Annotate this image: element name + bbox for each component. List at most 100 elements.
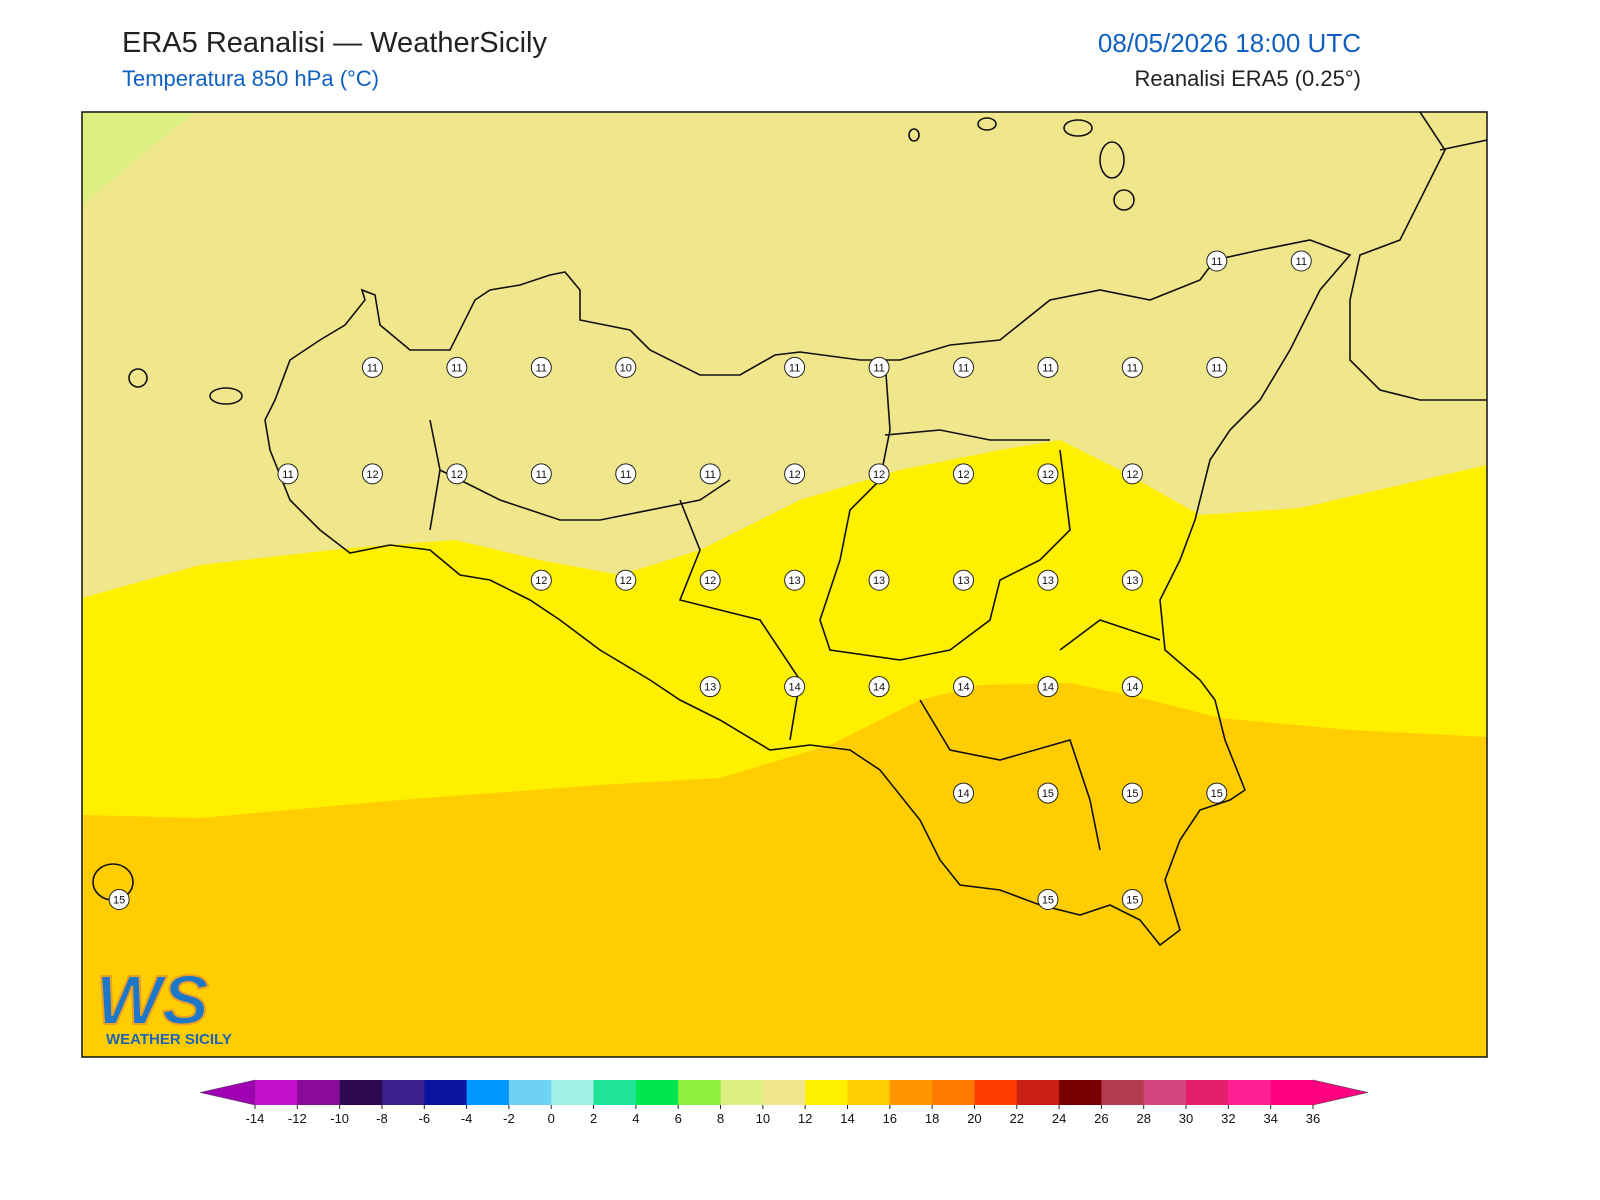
station-value: 13 bbox=[1042, 575, 1054, 587]
colorbar-bin bbox=[1228, 1080, 1272, 1105]
station-marker bbox=[868, 569, 890, 591]
station-marker bbox=[277, 463, 299, 485]
colorbar-tick-label: 0 bbox=[548, 1111, 555, 1126]
colorbar-tick-label: 36 bbox=[1306, 1111, 1320, 1126]
station-marker bbox=[108, 889, 130, 910]
station-marker bbox=[530, 463, 552, 485]
colorbar-tick-label: 30 bbox=[1179, 1111, 1193, 1126]
colorbar-tick-label: 18 bbox=[925, 1111, 939, 1126]
station-marker bbox=[868, 356, 890, 378]
station-marker bbox=[784, 356, 806, 378]
map bbox=[82, 112, 1487, 1057]
station-marker bbox=[530, 569, 552, 591]
station-marker bbox=[615, 463, 637, 485]
station-value: 15 bbox=[1211, 788, 1223, 800]
station-value: 12 bbox=[1126, 469, 1138, 481]
station-value: 15 bbox=[1042, 788, 1054, 800]
colorbar-tick-label: 16 bbox=[883, 1111, 897, 1126]
station-marker bbox=[1037, 356, 1059, 378]
station-marker bbox=[1121, 356, 1143, 378]
station-value: 12 bbox=[1042, 469, 1054, 481]
colorbar: -14 -12 -10 -8 -6 -4 -2 0 2 4 6 8 10 12 14 16 18 20 22 24 26… bbox=[199, 1079, 1369, 1126]
station-marker bbox=[868, 463, 890, 485]
colorbar-bin bbox=[381, 1080, 425, 1105]
colorbar-bin bbox=[593, 1080, 637, 1105]
station-marker bbox=[446, 463, 468, 485]
station-value: 11 bbox=[536, 362, 547, 374]
station-marker bbox=[1121, 782, 1143, 804]
colorbar-bin bbox=[932, 1080, 975, 1105]
island bbox=[1099, 141, 1125, 179]
island bbox=[1063, 119, 1093, 137]
station-value: 12 bbox=[873, 469, 885, 481]
station-value: 11 bbox=[789, 362, 800, 374]
colorbar-bin bbox=[339, 1080, 383, 1105]
island bbox=[977, 117, 997, 131]
colorbar-bin bbox=[847, 1080, 891, 1105]
colorbar-tick-label: -12 bbox=[288, 1111, 307, 1126]
station-value: 15 bbox=[1126, 788, 1138, 800]
colorbar-bin bbox=[1016, 1080, 1060, 1105]
station-marker bbox=[699, 569, 721, 591]
station-value: 11 bbox=[1127, 362, 1138, 374]
station-value: 15 bbox=[113, 895, 125, 907]
colorbar-bin bbox=[635, 1080, 679, 1105]
station-marker bbox=[1037, 889, 1059, 910]
station-marker bbox=[1121, 569, 1143, 591]
station-value: 10 bbox=[620, 362, 632, 374]
colorbar-bin bbox=[255, 1080, 298, 1105]
colorbar-bin bbox=[720, 1080, 764, 1105]
colorbar-tick-label: -10 bbox=[330, 1111, 349, 1126]
station-marker bbox=[784, 676, 806, 698]
colorbar-tick-label: 34 bbox=[1263, 1111, 1277, 1126]
station-value: 12 bbox=[620, 575, 632, 587]
station-value: 15 bbox=[1042, 895, 1054, 907]
title: ERA5 Reanalisi — WeatherSicily bbox=[122, 27, 547, 59]
station-marker bbox=[615, 569, 637, 591]
station-value: 14 bbox=[789, 682, 801, 694]
island bbox=[128, 368, 148, 388]
station-marker bbox=[1121, 463, 1143, 485]
station-value: 12 bbox=[957, 469, 969, 481]
colorbar-bin bbox=[762, 1080, 806, 1105]
colorbar-tick-label: 22 bbox=[1010, 1111, 1024, 1126]
station-marker bbox=[446, 356, 468, 378]
colorbar-bin bbox=[508, 1080, 552, 1105]
colorbar-bin bbox=[889, 1080, 933, 1105]
station-value: 12 bbox=[704, 575, 716, 587]
station-marker bbox=[1206, 356, 1228, 378]
colorbar-bin bbox=[1186, 1080, 1229, 1105]
borders bbox=[429, 359, 1161, 851]
colorbar-tick-label: 12 bbox=[798, 1111, 812, 1126]
station-marker bbox=[615, 356, 637, 378]
island bbox=[1113, 189, 1135, 211]
subtitle: Temperatura 850 hPa (°C) bbox=[122, 66, 379, 91]
station-marker bbox=[784, 569, 806, 591]
colorbar-bin bbox=[1101, 1080, 1145, 1105]
station-marker bbox=[784, 463, 806, 485]
datetime: 08/05/2026 18:00 UTC bbox=[1098, 28, 1361, 58]
station-marker bbox=[530, 356, 552, 378]
station-value: 11 bbox=[873, 362, 884, 374]
field bbox=[82, 112, 195, 205]
colorbar-tick-label: -8 bbox=[376, 1111, 388, 1126]
colorbar-tick-label: -2 bbox=[503, 1111, 515, 1126]
station-marker bbox=[1037, 463, 1059, 485]
station-value: 11 bbox=[1296, 256, 1307, 268]
colorbar-tick-label: -14 bbox=[246, 1111, 265, 1126]
station-value: 11 bbox=[282, 469, 293, 481]
colorbar-tick-label: 24 bbox=[1052, 1111, 1066, 1126]
colorbar-bin bbox=[1270, 1080, 1314, 1105]
station-value: 15 bbox=[1126, 895, 1138, 907]
station-marker bbox=[868, 676, 890, 698]
colorbar-bin bbox=[678, 1080, 722, 1105]
station-value: 13 bbox=[1126, 575, 1138, 587]
source: Reanalisi ERA5 (0.25°) bbox=[1135, 66, 1361, 91]
colorbar-tick-label: 28 bbox=[1136, 1111, 1150, 1126]
colorbar-bin bbox=[551, 1080, 595, 1105]
station-marker bbox=[953, 356, 975, 378]
colorbar-tick-label: 4 bbox=[632, 1111, 639, 1126]
colorbar-tick-label: 26 bbox=[1094, 1111, 1108, 1126]
island bbox=[209, 387, 243, 405]
